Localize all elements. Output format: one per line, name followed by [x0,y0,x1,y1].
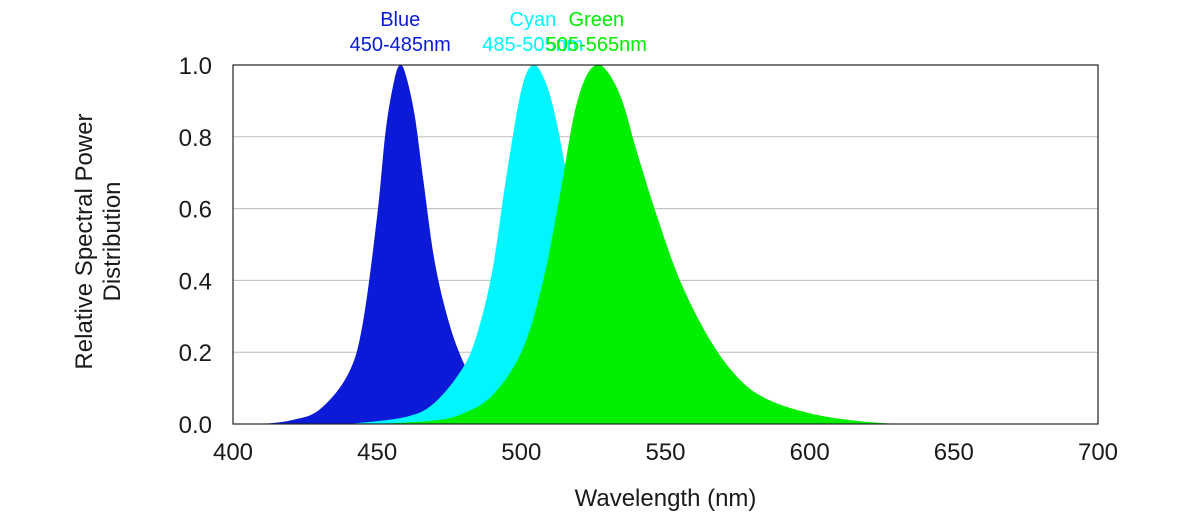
series-range-green: 505-565nm [546,34,647,56]
y-axis-title-line-2: Distribution [99,181,126,301]
y-tick-label: 0.2 [179,340,212,367]
series-area-green [377,64,897,425]
x-tick-label: 450 [357,439,397,466]
series-name-blue: Blue [380,9,420,31]
y-axis-title: Relative Spectral PowerDistribution [71,113,126,369]
y-tick-label: 1.0 [179,53,212,80]
x-tick-label: 400 [213,439,253,466]
series-labels: Blue 450-485nm Cyan 485-505nm Green 505-565nm [350,9,647,56]
x-tick-label: 650 [934,439,974,466]
y-tick-label: 0.8 [179,125,212,152]
series-name-green: Green [569,9,625,31]
y-tick-label: 0.6 [179,197,212,224]
x-tick-labels: 400 450 500 550 600 650 700 [213,439,1118,466]
series-name-cyan: Cyan [510,9,557,31]
series-areas [261,64,897,425]
y-axis-title-line-1: Relative Spectral Power [71,113,98,369]
x-tick-label: 500 [501,439,541,466]
y-tick-label: 0.4 [179,268,212,295]
series-range-blue: 450-485nm [350,34,451,56]
y-tick-label: 0.0 [179,412,212,439]
x-tick-label: 700 [1078,439,1118,466]
series-range-cyan: 485-505nm [482,34,583,56]
x-axis-title: Wavelength (nm) [575,485,757,512]
plot-frame [232,64,1099,425]
y-tick-labels: 0.0 0.2 0.4 0.6 0.8 1.0 [179,53,212,439]
series-area-cyan [348,64,752,425]
x-tick-label: 600 [790,439,830,466]
x-tick-label: 550 [645,439,685,466]
series-area-blue [261,64,551,424]
